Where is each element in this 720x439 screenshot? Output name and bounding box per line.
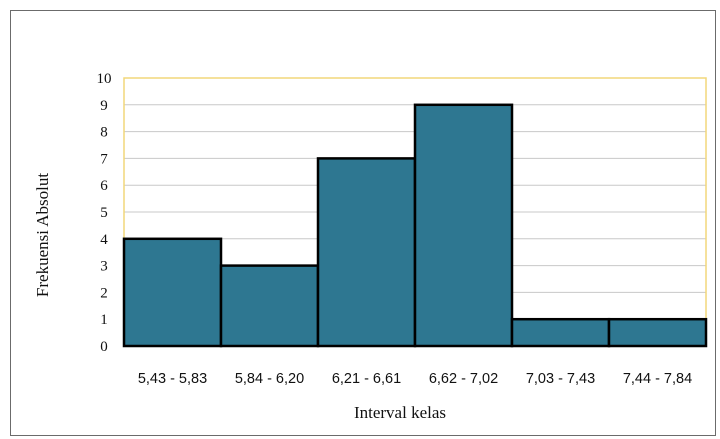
x-axis-title: Interval kelas xyxy=(354,403,446,422)
y-tick-label: 0 xyxy=(100,339,108,355)
x-tick-label: 6,21 - 6,61 xyxy=(332,371,401,387)
y-tick-label: 10 xyxy=(97,71,112,87)
x-tick-label: 6,62 - 7,02 xyxy=(429,371,498,387)
y-tick-label: 9 xyxy=(100,98,108,114)
bars xyxy=(122,103,708,348)
x-tick-label: 7,03 - 7,43 xyxy=(526,371,595,387)
y-tick-labels: 0 1 2 3 4 5 6 7 8 9 10 xyxy=(97,71,112,355)
y-tick-label: 8 xyxy=(100,125,108,141)
bar xyxy=(219,264,320,348)
y-tick-label: 5 xyxy=(100,205,108,221)
bar xyxy=(316,157,417,348)
bar xyxy=(413,103,514,348)
y-tick-label: 1 xyxy=(100,312,108,328)
y-tick-label: 2 xyxy=(100,285,108,301)
y-tick-label: 7 xyxy=(100,151,108,167)
bar xyxy=(122,237,223,348)
x-tick-label: 5,84 - 6,20 xyxy=(235,371,304,387)
y-tick-label: 4 xyxy=(100,232,108,248)
bar xyxy=(510,317,611,348)
y-tick-label: 6 xyxy=(100,178,108,194)
x-tick-labels: 5,43 - 5,83 5,84 - 6,20 6,21 - 6,61 6,62 - … xyxy=(138,371,692,387)
y-axis-title: Frekuensi Absolut xyxy=(33,173,52,297)
y-tick-label: 3 xyxy=(100,259,108,275)
x-tick-label: 5,43 - 5,83 xyxy=(138,371,207,387)
bar xyxy=(607,317,708,348)
x-tick-label: 7,44 - 7,84 xyxy=(623,371,692,387)
